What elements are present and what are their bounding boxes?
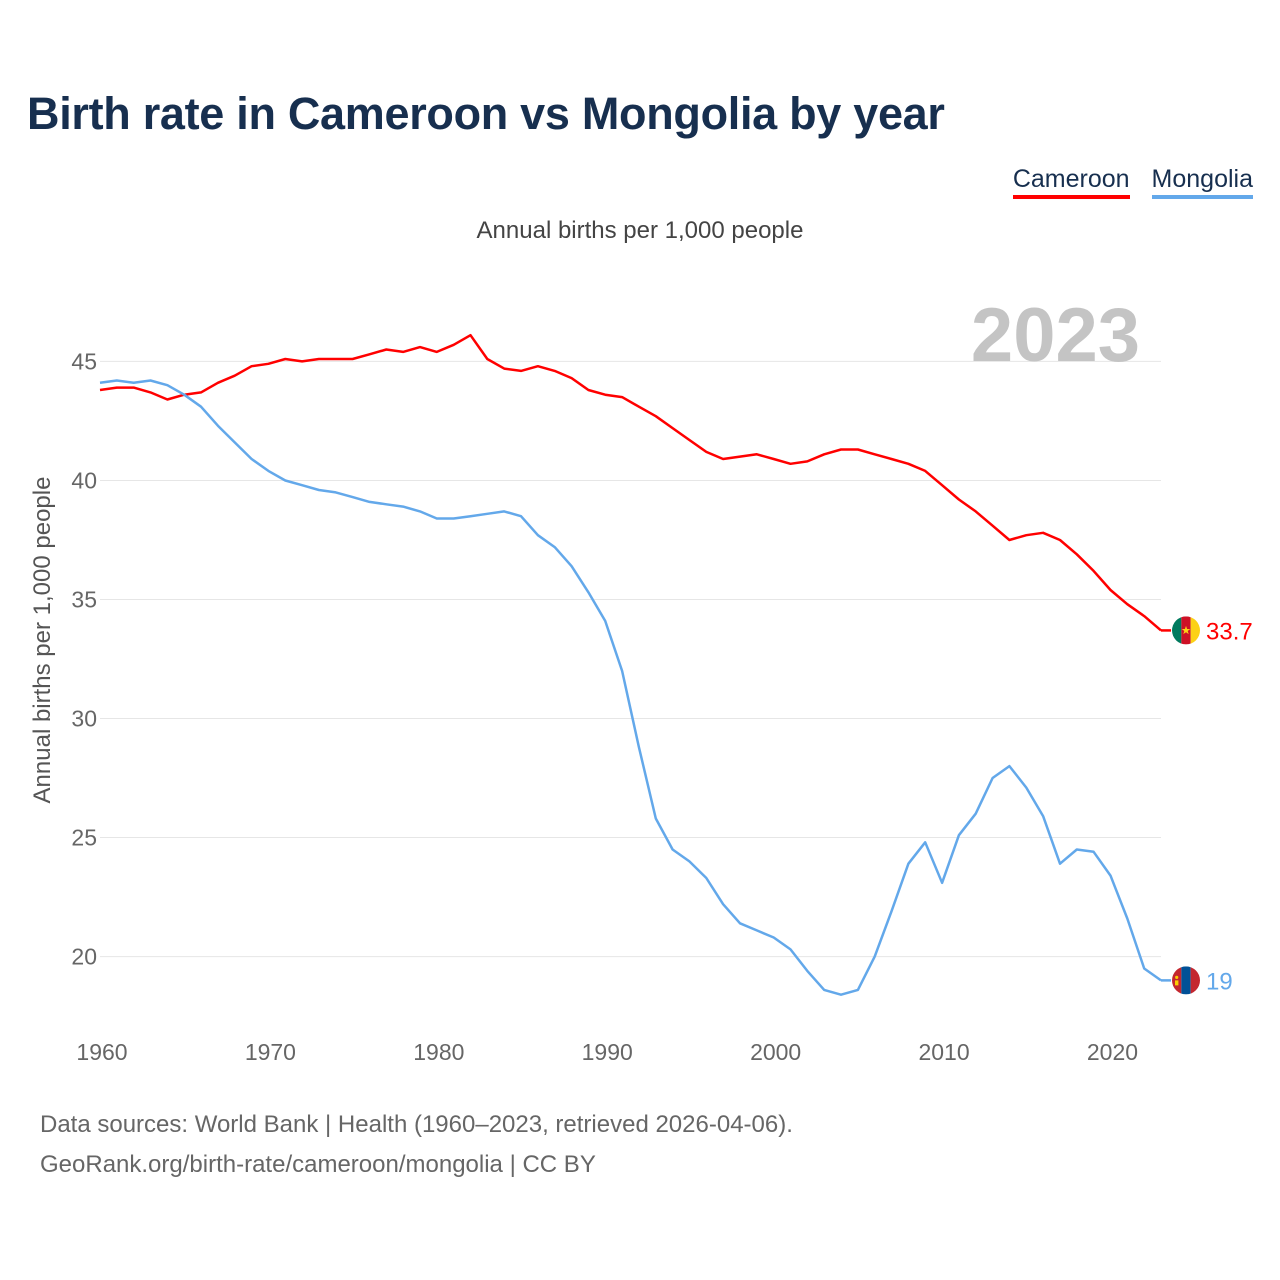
y-tick-label: 20 [71, 944, 97, 970]
end-label-cameroon: 33.7 [1206, 618, 1253, 645]
x-tick-label: 1990 [582, 1039, 633, 1065]
chart-title: Birth rate in Cameroon vs Mongolia by ye… [27, 88, 945, 139]
x-axis-ticks: 1960 1970 1980 1990 2000 2010 2020 [76, 1039, 1138, 1065]
end-label-mongolia: 19 [1206, 968, 1233, 995]
y-tick-label: 30 [71, 706, 97, 732]
chart-subtitle: Annual births per 1,000 people [476, 217, 804, 244]
year-watermark: 2023 [971, 293, 1140, 378]
y-axis-ticks: 20 25 30 35 40 45 [71, 348, 97, 969]
y-axis-label: Annual births per 1,000 people [29, 477, 56, 804]
footer: Data sources: World Bank | Health (1960–… [40, 1105, 793, 1185]
x-tick-label: 1960 [76, 1039, 127, 1065]
y-tick-label: 35 [71, 586, 97, 612]
legend-item-cameroon[interactable]: Cameroon [1012, 164, 1130, 199]
x-tick-label: 1980 [413, 1039, 464, 1065]
x-tick-label: 1970 [245, 1039, 296, 1065]
footer-link[interactable]: GeoRank.org/birth-rate/cameroon/mongolia… [40, 1151, 596, 1178]
y-tick-label: 45 [71, 348, 97, 374]
footer-sources: Data sources: World Bank | Health (1960–… [40, 1111, 793, 1138]
x-tick-label: 2020 [1087, 1039, 1138, 1065]
mongolia-flag-icon [1172, 966, 1200, 995]
gridlines [100, 360, 1161, 958]
y-tick-label: 40 [71, 467, 97, 493]
series-lines [99, 333, 1171, 996]
series-line-mongolia[interactable] [99, 379, 1162, 996]
x-tick-label: 2010 [918, 1039, 969, 1065]
series-line-cameroon[interactable] [99, 333, 1162, 632]
legend-item-mongolia[interactable]: Mongolia [1151, 164, 1253, 199]
line-chart: 2023 Annual births per 1,000 people 20 25… [29, 293, 1253, 1065]
cameroon-flag-icon [1172, 616, 1200, 645]
legend: Cameroon Mongolia [1012, 164, 1253, 199]
y-tick-label: 25 [71, 825, 97, 851]
x-tick-label: 2000 [750, 1039, 801, 1065]
